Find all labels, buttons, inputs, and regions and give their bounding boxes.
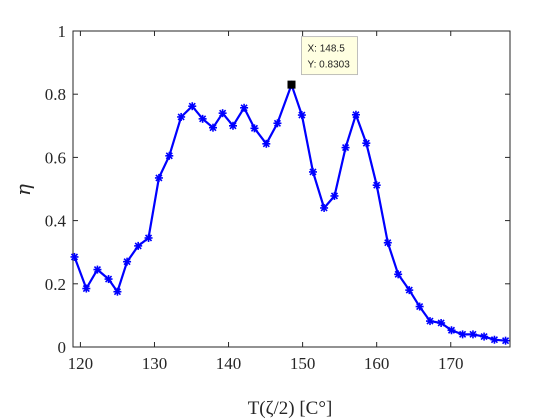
series-layer bbox=[70, 80, 510, 345]
x-axis-label: T(ζ/2) [C°] bbox=[248, 398, 333, 419]
datatip-box bbox=[301, 36, 358, 76]
series-line bbox=[73, 83, 506, 342]
y-tick-label: 0.6 bbox=[45, 148, 66, 167]
y-tick-label: 1 bbox=[58, 22, 67, 41]
data-point bbox=[308, 167, 317, 176]
data-point bbox=[405, 286, 414, 295]
y-tick-label: 0 bbox=[58, 338, 67, 357]
x-tick-label: 130 bbox=[142, 354, 168, 373]
y-tick-label: 0.2 bbox=[45, 275, 66, 294]
data-point bbox=[165, 151, 174, 160]
data-point bbox=[82, 284, 91, 293]
x-tick-label: 160 bbox=[364, 354, 390, 373]
data-point bbox=[93, 265, 102, 274]
y-tick-label: 0.4 bbox=[45, 212, 67, 231]
data-point bbox=[415, 302, 424, 311]
datatip-y-text: Y: 0.8303 bbox=[308, 60, 351, 71]
data-point bbox=[341, 143, 350, 152]
data-point bbox=[113, 287, 122, 296]
x-tick-label: 150 bbox=[290, 354, 316, 373]
data-point bbox=[273, 119, 282, 128]
data-point bbox=[134, 241, 143, 250]
data-point bbox=[123, 257, 132, 266]
data-point bbox=[198, 114, 207, 123]
plot-frame bbox=[72, 30, 511, 348]
data-point bbox=[501, 336, 510, 345]
datatip-x-text: X: 148.5 bbox=[308, 44, 346, 55]
x-tick-label: 140 bbox=[216, 354, 242, 373]
x-axis: 120 130 140 150 160 170 bbox=[68, 31, 464, 373]
data-point bbox=[394, 270, 403, 279]
data-point bbox=[447, 326, 456, 335]
data-point bbox=[372, 181, 381, 190]
data-point bbox=[240, 103, 249, 112]
datatip[interactable]: X: 148.5 Y: 0.8303 bbox=[287, 36, 358, 89]
data-point bbox=[154, 173, 163, 182]
marker-layer bbox=[70, 80, 510, 345]
data-point bbox=[188, 102, 197, 111]
data-point bbox=[250, 124, 259, 133]
data-point bbox=[262, 139, 271, 148]
data-point bbox=[177, 112, 186, 121]
x-tick-label: 170 bbox=[438, 354, 464, 373]
y-axis-label: η bbox=[11, 184, 35, 196]
data-point bbox=[490, 335, 499, 344]
data-point bbox=[70, 252, 79, 261]
data-point bbox=[437, 318, 446, 327]
x-tick-label: 120 bbox=[68, 354, 94, 373]
y-tick-label: 0.8 bbox=[45, 85, 66, 104]
data-point bbox=[426, 317, 435, 326]
data-point bbox=[330, 191, 339, 200]
data-point bbox=[208, 123, 217, 132]
data-point bbox=[297, 111, 306, 120]
data-point bbox=[218, 109, 227, 118]
data-point bbox=[104, 275, 113, 284]
data-point bbox=[320, 203, 329, 212]
data-point bbox=[458, 330, 467, 339]
plot-area bbox=[72, 30, 511, 348]
data-point bbox=[362, 139, 371, 148]
data-point bbox=[144, 233, 153, 242]
data-point bbox=[351, 110, 360, 119]
data-point bbox=[228, 121, 237, 130]
y-axis: 0 0.2 0.4 0.6 0.8 1 bbox=[45, 22, 510, 357]
data-point bbox=[468, 330, 477, 339]
data-point bbox=[480, 332, 489, 341]
datatip-marker[interactable] bbox=[287, 80, 296, 89]
data-point bbox=[383, 238, 392, 247]
